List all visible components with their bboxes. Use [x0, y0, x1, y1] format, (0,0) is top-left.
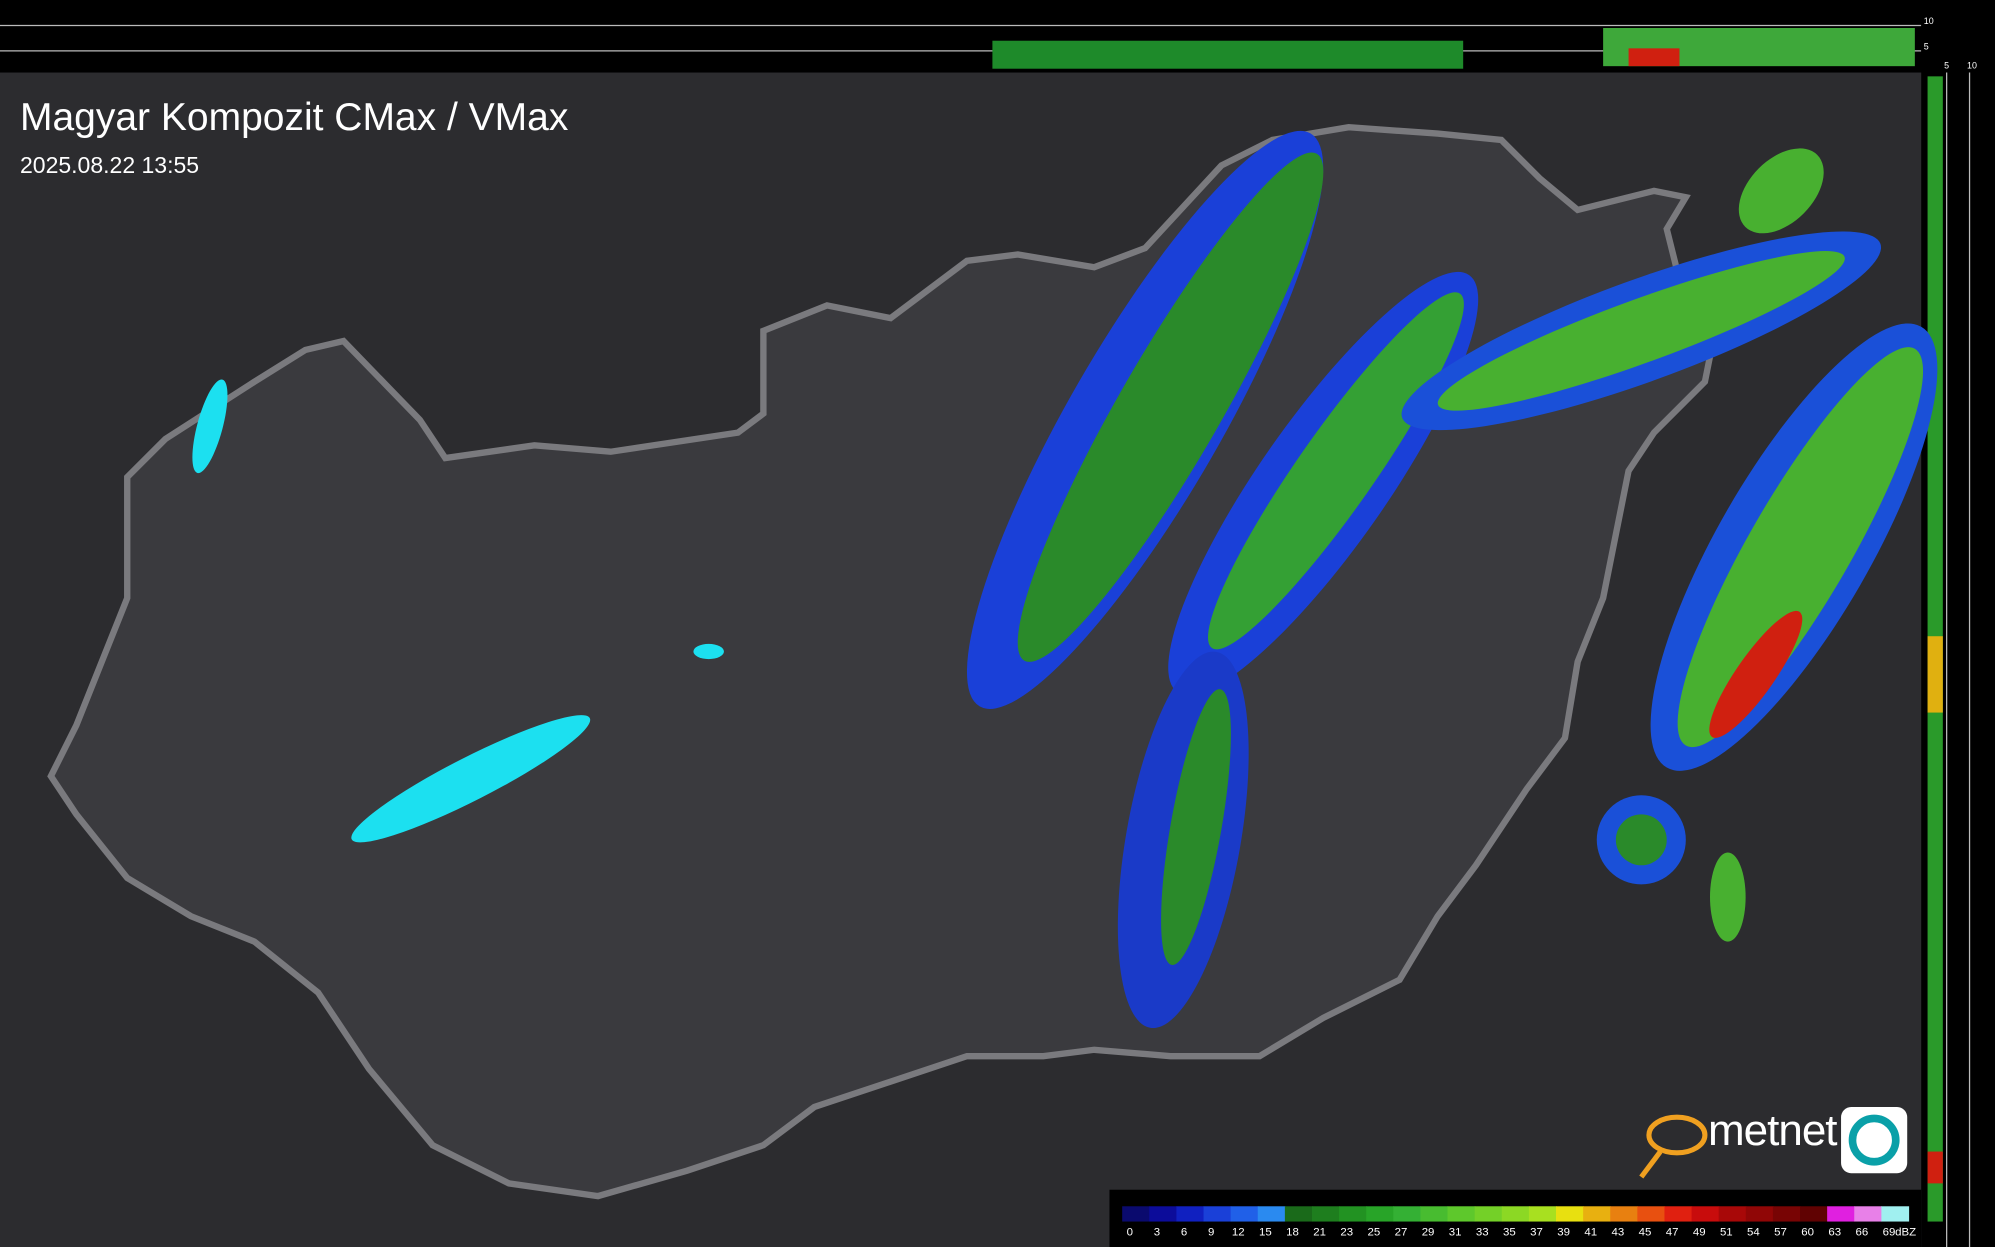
legend-label: 49 [1693, 1227, 1706, 1239]
legend-label: 29 [1422, 1227, 1435, 1239]
legend-swatch [1339, 1206, 1367, 1222]
legend-swatch [1528, 1206, 1557, 1222]
legend-label: 21 [1313, 1227, 1326, 1239]
legend-label: 60 [1801, 1227, 1814, 1239]
legend-label: 25 [1367, 1227, 1380, 1239]
legend-swatch [1637, 1206, 1666, 1222]
legend-label: 63 [1828, 1227, 1841, 1239]
legend-label: 39 [1557, 1227, 1570, 1239]
timestamp: 2025.08.22 13:55 [20, 152, 200, 178]
legend-swatch [1691, 1206, 1720, 1222]
legend-label: 69 [1883, 1227, 1896, 1239]
legend-label: 47 [1666, 1227, 1679, 1239]
legend-swatch [1772, 1206, 1801, 1222]
legend-label: 33 [1476, 1227, 1489, 1239]
legend-swatch [1203, 1206, 1232, 1222]
legend-swatch [1745, 1206, 1774, 1222]
legend-label: 6 [1181, 1227, 1187, 1239]
legend-swatch [1393, 1206, 1422, 1222]
legend-swatch [1718, 1206, 1747, 1222]
title: Magyar Kompozit CMax / VMax [20, 96, 569, 139]
legend-label: 18 [1286, 1227, 1299, 1239]
legend-label: 43 [1611, 1227, 1624, 1239]
legend-swatch [1800, 1206, 1828, 1222]
legend-label: 9 [1208, 1227, 1214, 1239]
legend-label: 51 [1720, 1227, 1733, 1239]
legend: 0 3 6 9 12 15 18 21 23 25 27 29 31 33 35 37 39 41 43 45 47 49… [1122, 1206, 1916, 1239]
legend-swatch [1474, 1206, 1503, 1222]
legend-label: 41 [1584, 1227, 1597, 1239]
radar-echoes [966, 130, 1938, 1029]
legend-swatch [1366, 1206, 1394, 1222]
legend-label: 23 [1340, 1227, 1353, 1239]
logo-text: metnet [1708, 1106, 1838, 1155]
legend-swatch [1827, 1206, 1855, 1222]
profile-label: 10 [1924, 16, 1934, 26]
legend-swatch [1881, 1206, 1910, 1222]
profile-labels: 10 5 5 10 [1924, 16, 1977, 71]
legend-label: 66 [1856, 1227, 1869, 1239]
legend-swatch [1610, 1206, 1638, 1222]
legend-label: 35 [1503, 1227, 1516, 1239]
legend-swatch [1447, 1206, 1476, 1222]
legend-label: 54 [1747, 1227, 1760, 1239]
legend-swatch [1257, 1206, 1286, 1222]
legend-label: 31 [1449, 1227, 1462, 1239]
legend-label: 37 [1530, 1227, 1543, 1239]
legend-label: 45 [1639, 1227, 1652, 1239]
legend-swatch [1664, 1206, 1693, 1222]
legend-swatch [1420, 1206, 1449, 1222]
profile-label: 5 [1924, 42, 1929, 52]
legend-swatch [1854, 1206, 1883, 1222]
logo-swirl [1848, 1114, 1900, 1166]
profile-label: 10 [1967, 61, 1977, 71]
legend-label: 3 [1154, 1227, 1160, 1239]
legend-swatch [1311, 1206, 1340, 1222]
legend-swatch [1176, 1206, 1205, 1222]
logo-sun [1639, 1114, 1708, 1179]
legend-swatch [1284, 1206, 1313, 1222]
lakes [192, 379, 724, 843]
legend-label: 27 [1395, 1227, 1408, 1239]
legend-swatch [1556, 1206, 1584, 1222]
legend-swatch [1149, 1206, 1178, 1222]
legend-swatch [1230, 1206, 1259, 1222]
legend-label: 57 [1774, 1227, 1787, 1239]
legend-label: 15 [1259, 1227, 1272, 1239]
legend-swatch [1501, 1206, 1530, 1222]
country-outline [47, 124, 1722, 1200]
legend-unit: dBZ [1895, 1227, 1916, 1239]
legend-swatch [1122, 1206, 1150, 1222]
legend-swatch [1583, 1206, 1611, 1222]
legend-label: 0 [1127, 1227, 1133, 1239]
profile-label: 5 [1944, 61, 1949, 71]
legend-label: 12 [1232, 1227, 1245, 1239]
